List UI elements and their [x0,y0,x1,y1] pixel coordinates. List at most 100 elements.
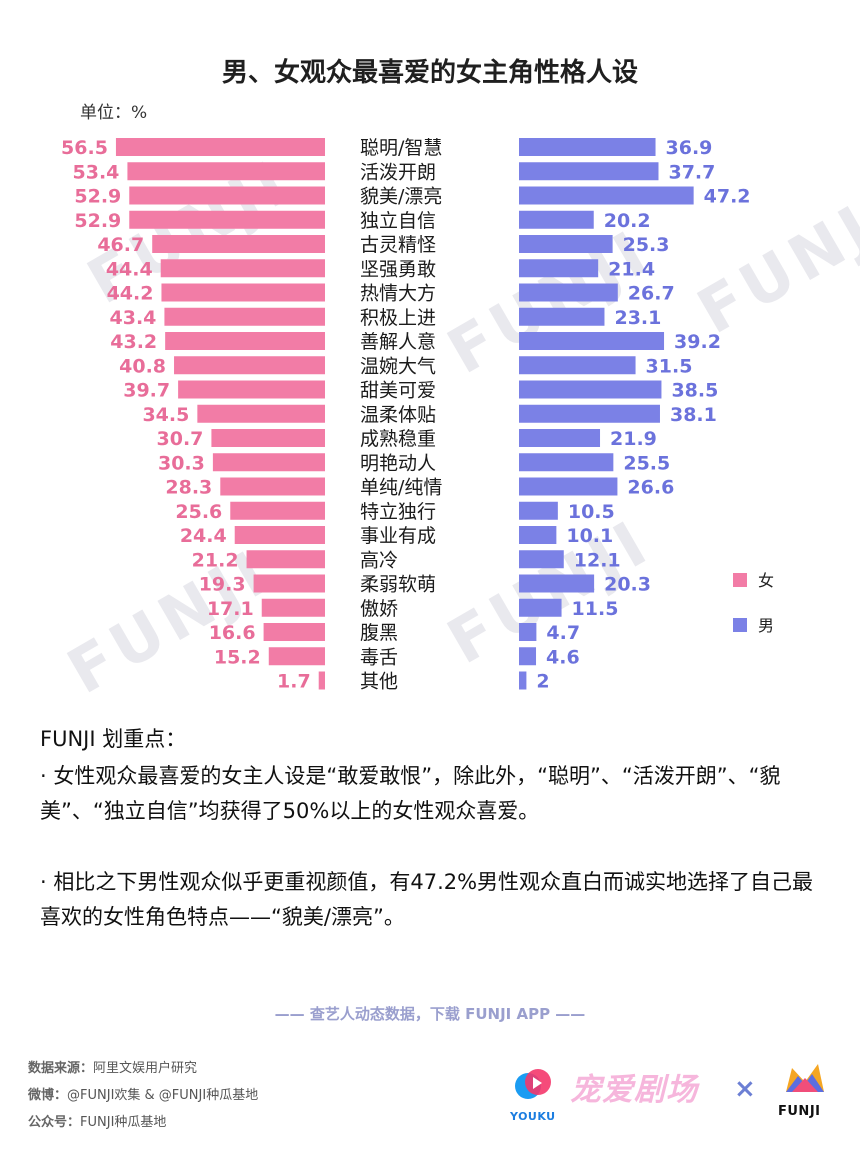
male-value-label: 25.5 [623,452,670,474]
male-value-label: 31.5 [646,355,693,377]
female-bar [165,332,325,350]
female-bar [220,477,325,496]
male-value-label: 38.5 [671,380,718,402]
male-value-label: 25.3 [623,234,670,256]
female-value-label: 52.9 [74,186,121,208]
category-label: 柔弱软萌 [360,574,436,596]
analysis-section: FUNJI 划重点： · 女性观众最喜爱的女主人设是“敢爱敢恨”，除此外，“聪明… [40,722,820,935]
male-bar [519,162,659,181]
category-label: 明艳动人 [360,452,436,474]
female-value-label: 28.3 [165,477,212,499]
male-value-label: 4.6 [546,646,580,668]
female-value-label: 44.2 [107,283,154,305]
female-value-label: 19.3 [199,574,246,596]
female-value-label: 56.5 [61,137,108,159]
legend-swatch [733,573,747,587]
female-bar [178,380,325,399]
female-bar [197,404,325,423]
category-label: 独立自信 [360,210,436,232]
male-value-label: 36.9 [666,137,713,159]
female-value-label: 21.2 [192,549,239,571]
male-bar [519,647,537,666]
category-label: 腹黑 [360,622,398,644]
female-value-label: 43.4 [110,307,157,329]
male-bar [519,623,537,641]
male-value-label: 12.1 [574,549,621,571]
category-label: 古灵精怪 [360,234,436,256]
theater-logo: 宠爱剧场 [570,1072,698,1108]
female-bar [160,259,325,278]
category-label: 其他 [360,671,398,693]
category-label: 活泼开朗 [360,161,436,183]
male-bar [519,501,558,520]
female-value-label: 17.1 [207,598,254,620]
female-bar [115,138,325,156]
category-label: 高冷 [360,549,398,571]
female-bar [230,501,325,520]
download-cta[interactable]: —— 查艺人动态数据，下载 FUNJI APP —— [274,1005,586,1023]
male-value-label: 21.9 [610,428,657,450]
male-bar [519,526,557,544]
male-value-label: 23.1 [614,307,661,329]
weibo-value: @FUNJI欢集 & @FUNJI种瓜基地 [67,1088,259,1103]
source-label: 数据来源： [28,1061,94,1076]
category-label: 事业有成 [360,525,436,547]
male-value-label: 38.1 [670,404,717,426]
female-value-label: 30.7 [157,428,204,450]
category-label: 特立独行 [360,501,436,523]
times-icon: × [734,1074,756,1104]
male-bar [519,404,660,423]
male-bar [519,138,656,156]
male-value-label: 11.5 [572,598,619,620]
female-value-label: 15.2 [214,646,261,668]
female-bar [127,162,325,181]
female-bar [129,210,325,229]
chart-title: 男、女观众最喜爱的女主角性格人设 [221,58,638,88]
partner-logos: YOUKU 宠爱剧场 × FUNJI [510,1058,840,1128]
female-bar [234,526,325,544]
female-bar [246,550,325,569]
female-value-label: 24.4 [180,525,227,547]
category-label: 热情大方 [360,283,436,305]
female-value-label: 39.7 [123,380,170,402]
male-bar [519,550,564,569]
category-label: 坚强勇敢 [360,258,436,280]
female-value-label: 30.3 [158,452,205,474]
female-bar [161,283,325,302]
legend-label: 男 [758,616,774,635]
female-value-label: 16.6 [209,622,256,644]
female-bar [164,307,325,326]
male-value-label: 2 [536,671,549,693]
female-bar [212,453,325,472]
female-bar [211,429,325,447]
male-value-label: 21.4 [608,258,655,280]
analysis-point-1: · 女性观众最喜爱的女主人设是“敢爱敢恨”，除此外，“聪明”、“活泼开朗”、“貌… [40,764,781,823]
unit-label: 单位：% [80,103,148,123]
male-bar [519,210,594,229]
female-bar [268,647,325,666]
funji-wordmark: FUNJI [778,1104,821,1119]
legend-label: 女 [758,571,774,590]
male-bar [519,356,636,375]
category-label: 傲娇 [360,598,398,620]
female-value-label: 1.7 [277,671,311,693]
category-label: 温婉大气 [360,355,436,377]
female-bar [318,671,325,690]
category-label: 温柔体贴 [360,404,436,426]
male-bar [519,259,599,278]
butterfly-bar-chart: FUNJIFUNJIFUNJIFUNJIFUNJI 56.5聪明/智慧36.95… [55,137,860,708]
category-label: 积极上进 [360,307,436,329]
female-value-label: 40.8 [119,355,166,377]
male-value-label: 4.7 [546,622,580,644]
male-bar [519,307,605,326]
male-bar [519,598,562,617]
male-value-label: 26.7 [628,283,675,305]
female-value-label: 53.4 [73,161,120,183]
male-bar [519,283,618,302]
female-bar [261,598,325,617]
wechat-value: FUNJI种瓜基地 [80,1115,167,1130]
female-bar [129,186,325,205]
male-bar [519,235,613,253]
male-bar [519,574,595,593]
bars-layer: 56.5 聪明/智慧 36.9 53.4 活泼开朗 37.7 52.9 貌美/漂亮 47.2 52… [61,137,750,693]
